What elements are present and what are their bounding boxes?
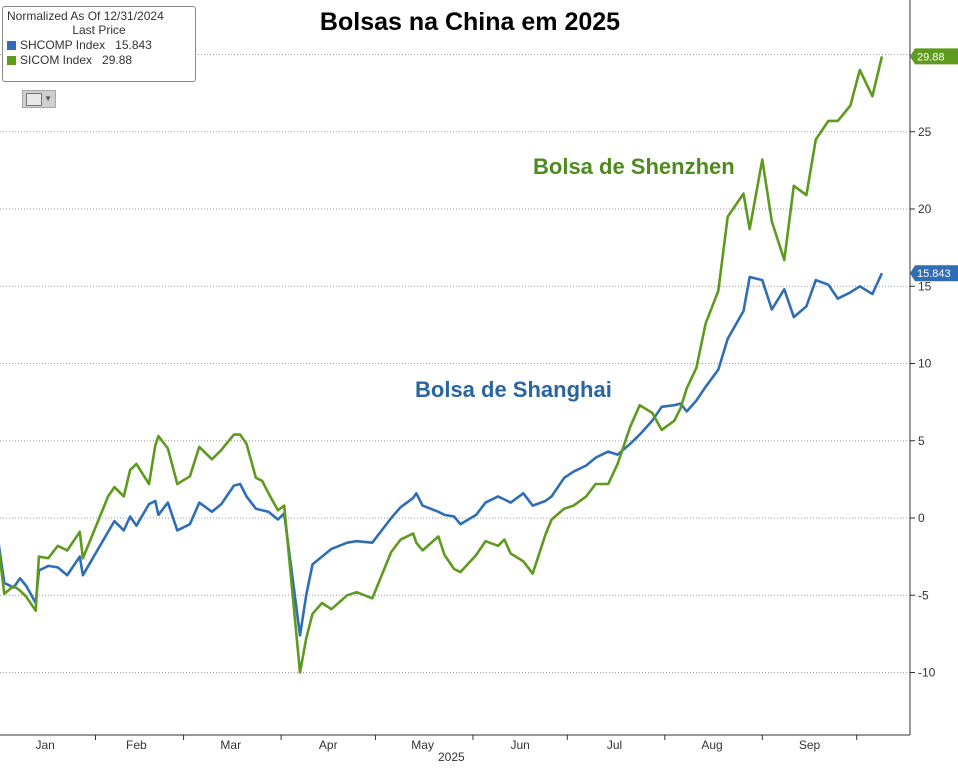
x-axis: Jan Feb Mar Apr May Jun Jul Aug Sep: [0, 734, 910, 752]
x-tick-label: Feb: [126, 738, 147, 752]
chevron-down-icon: ▼: [44, 94, 52, 103]
gridlines: [0, 54, 910, 673]
y-axis: -10 -5 0 5 10 15 20 25: [909, 0, 936, 735]
last-price-tag-shcomp: [910, 265, 958, 282]
legend-label-sicom: SICOM Index: [20, 53, 93, 67]
series-lines: [0, 56, 884, 674]
chart-title: Bolsas na China em 2025: [319, 8, 621, 36]
annotation-shenzhen: Bolsa de Shenzhen: [533, 154, 735, 179]
x-tick-label: Jun: [510, 738, 529, 752]
chart-type-icon: [26, 93, 42, 106]
x-tick-label: Aug: [701, 738, 722, 752]
series-line-sicom: [0, 56, 884, 674]
legend-value-shcomp: 15.843: [115, 38, 152, 52]
y-tick-label: 0: [918, 511, 925, 525]
legend-value-sicom: 29.88: [102, 53, 133, 67]
x-tick-label: Apr: [319, 738, 338, 752]
x-tick-label: May: [411, 738, 434, 752]
legend-subheader: Last Price: [72, 23, 126, 37]
y-tick-label: 10: [918, 357, 932, 371]
x-axis-year: 2025: [438, 750, 465, 764]
y-tick-label: 15: [918, 279, 932, 293]
y-tick-label: -5: [918, 588, 929, 602]
x-tick-label: Sep: [799, 738, 821, 752]
legend-swatch-shcomp: [7, 40, 16, 50]
y-tick-label: 20: [918, 202, 932, 216]
last-price-label-shcomp: 15.843: [917, 268, 951, 280]
last-price-tag-sicom: [910, 48, 958, 65]
chart-type-button[interactable]: ▼: [22, 90, 56, 108]
annotation-shanghai: Bolsa de Shanghai: [415, 377, 612, 402]
y-tick-label: 25: [918, 125, 932, 139]
last-price-tags: 15.843 29.88: [910, 48, 958, 282]
x-tick-label: Jul: [607, 738, 622, 752]
y-tick-label: 5: [918, 434, 925, 448]
legend: Normalized As Of 12/31/2024 Last Price S…: [2, 6, 196, 82]
legend-label-shcomp: SHCOMP Index: [20, 38, 106, 52]
x-tick-label: Jan: [36, 738, 55, 752]
y-tick-label: -10: [918, 666, 936, 680]
series-line-shcomp: [0, 272, 884, 637]
legend-header: Normalized As Of 12/31/2024: [7, 9, 164, 23]
legend-item-shcomp: SHCOMP Index 15.843: [7, 38, 191, 52]
legend-item-sicom: SICOM Index 29.88: [7, 53, 191, 67]
last-price-label-sicom: 29.88: [917, 51, 945, 63]
x-tick-label: Mar: [220, 738, 241, 752]
legend-swatch-sicom: [7, 55, 16, 65]
